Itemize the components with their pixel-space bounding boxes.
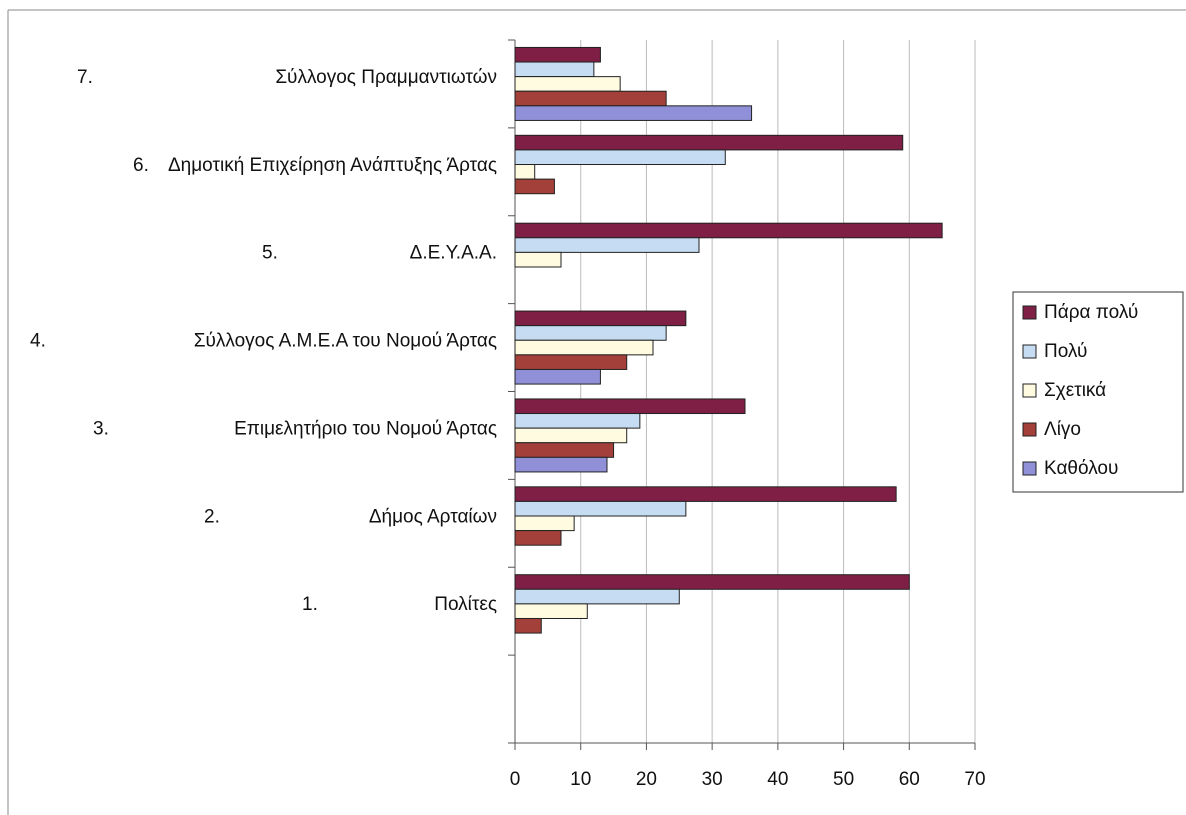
bar: [514, 178, 555, 195]
bar: [514, 617, 542, 634]
legend-swatch: [1022, 422, 1037, 437]
y-tick-label: Δ.Ε.Υ.Α.Α.: [410, 243, 497, 264]
bar: [514, 368, 601, 385]
bar: [514, 442, 615, 458]
bar: [514, 603, 588, 619]
bar: [514, 588, 680, 605]
x-tick-label: 60: [899, 769, 920, 790]
bar: [514, 456, 608, 473]
bar: [514, 515, 575, 532]
legend-swatch: [1022, 344, 1037, 359]
category-number: 6.: [133, 155, 149, 176]
y-tick-label: Σύλλογος Πραμμαντιωτών: [275, 67, 497, 88]
legend-label: Πάρα πολύ: [1044, 302, 1138, 323]
x-tick-label: 40: [767, 769, 788, 790]
legend-label: Καθόλου: [1044, 458, 1118, 479]
bar: [514, 413, 641, 429]
category-number: 3.: [93, 418, 109, 439]
y-tick-label: Επιμελητήριο του Νομού Άρτας: [234, 418, 497, 439]
bar: [514, 134, 904, 151]
bar: [514, 530, 562, 546]
legend-swatch: [1022, 383, 1037, 398]
category-number: 7.: [77, 67, 93, 88]
y-tick-label: Δήμος Αρταίων: [369, 506, 497, 527]
y-tick-label: Σύλλογος Α.Μ.Ε.Α του Νομού Άρτας: [194, 331, 497, 352]
category-number: 1.: [302, 594, 318, 615]
bar: [514, 76, 621, 92]
bar: [514, 398, 746, 415]
bar: [514, 164, 536, 180]
x-tick-label: 30: [702, 769, 723, 790]
category-number: 2.: [204, 506, 220, 527]
bar: [514, 354, 628, 370]
bar: [514, 237, 700, 253]
bar: [514, 105, 753, 121]
bar: [514, 251, 562, 268]
bar: [514, 61, 595, 78]
legend-swatch: [1022, 305, 1037, 320]
y-tick-label: Πολίτες: [434, 594, 497, 615]
y-tick-label: Δημοτική Επιχείρηση Ανάπτυξης Άρτας: [168, 155, 497, 176]
bar: [514, 222, 943, 239]
x-tick-label: 20: [636, 769, 657, 790]
x-tick-label: 50: [833, 769, 854, 790]
x-tick-label: 0: [510, 769, 521, 790]
legend-label: Πολύ: [1044, 341, 1087, 362]
legend-box: [1012, 291, 1184, 493]
bar: [514, 90, 667, 107]
bar: [514, 427, 628, 444]
category-number: 4.: [30, 331, 46, 352]
legend-label: Σχετικά: [1044, 380, 1106, 401]
x-tick-label: 70: [964, 769, 985, 790]
bar: [514, 310, 687, 327]
bar: [514, 325, 667, 341]
legend-swatch: [1022, 461, 1037, 476]
bar: [514, 46, 601, 63]
bar: [514, 500, 687, 517]
bar: [514, 486, 897, 502]
bar: [514, 339, 654, 356]
bar: [514, 574, 910, 590]
x-tick-label: 10: [570, 769, 591, 790]
category-number: 5.: [262, 243, 278, 264]
bar: [514, 149, 726, 166]
legend-label: Λίγο: [1044, 419, 1081, 440]
